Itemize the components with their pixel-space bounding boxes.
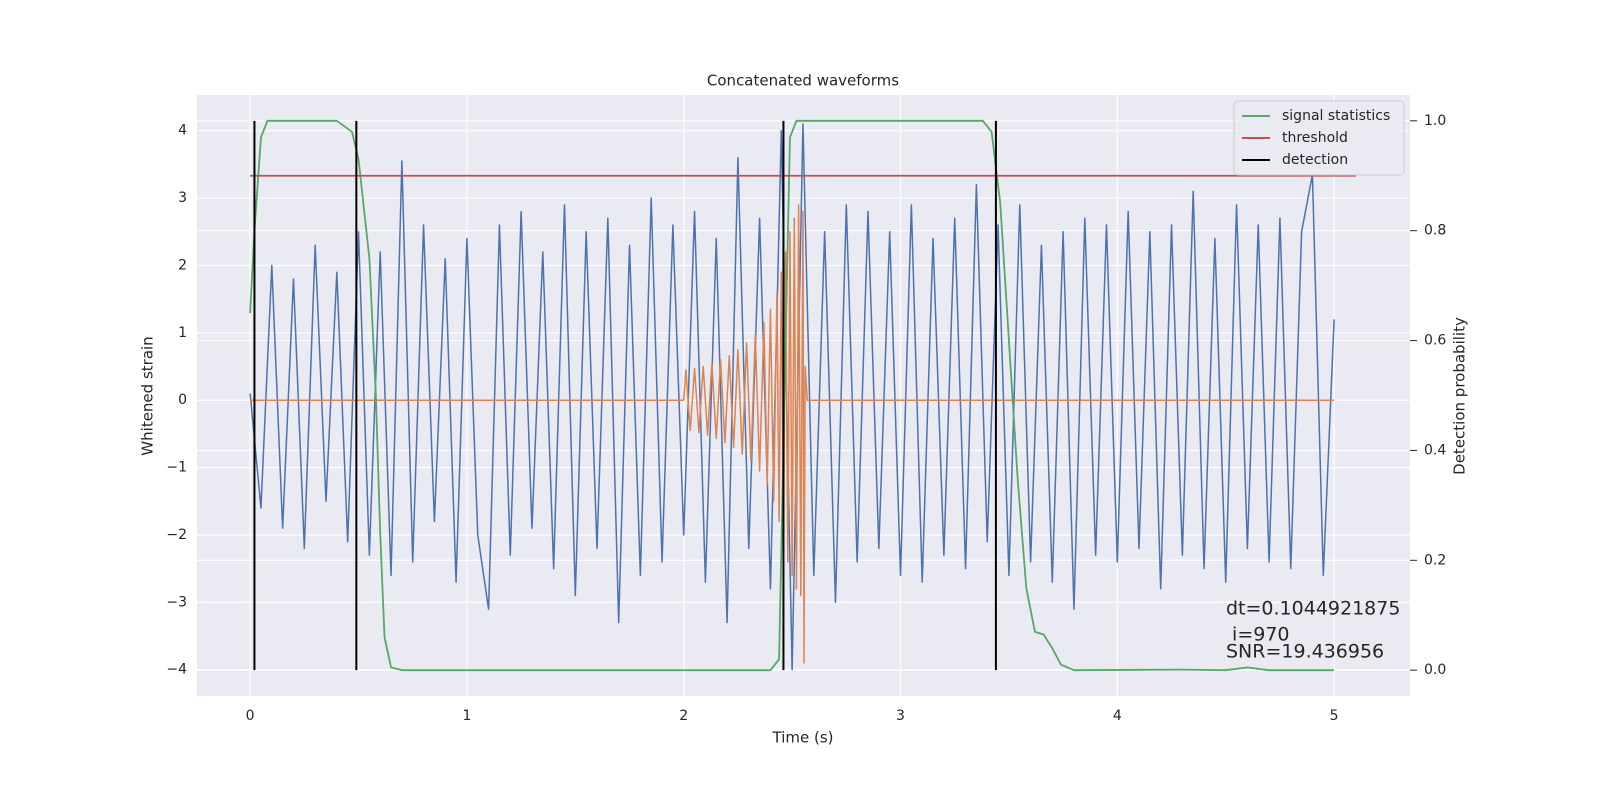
legend-label: signal statistics	[1282, 108, 1390, 124]
legend-label: detection	[1282, 152, 1348, 168]
series-line	[249, 119, 1335, 672]
y-tick-label: 1	[178, 325, 187, 341]
y-tick-label: 4	[178, 123, 187, 139]
y-axis-label: Whitened strain	[139, 336, 157, 455]
annotation: dt=0.1044921875	[1226, 598, 1400, 620]
y-tick-label: −1	[166, 460, 187, 476]
y2-tick-label: 0.6	[1424, 333, 1446, 349]
series-line	[249, 123, 1335, 671]
x-axis-label: Time (s)	[772, 729, 834, 747]
x-tick-label: 4	[1113, 708, 1122, 724]
x-tick-label: 5	[1330, 708, 1339, 724]
y-tick-label: −2	[166, 527, 187, 543]
y2-axis-label: Detection probability	[1451, 317, 1469, 475]
legend-box	[1233, 100, 1405, 176]
y2-tick-label: 1.0	[1424, 113, 1446, 129]
marks	[249, 119, 1356, 672]
y2-tick-label: 0.0	[1424, 662, 1446, 678]
y2-tick-label: 0.2	[1424, 552, 1446, 568]
y-tick-label: −3	[166, 594, 187, 610]
annotation: SNR=19.436956	[1226, 641, 1384, 663]
annotation: i=970	[1226, 624, 1290, 646]
series-line	[250, 204, 1335, 664]
y-tick-label: 2	[178, 257, 187, 273]
y-tick-label: −4	[166, 662, 187, 678]
x-tick-label: 0	[246, 708, 255, 724]
overlay: signal statistics threshold detection dt=0.…	[1226, 100, 1405, 663]
y-tick-label: 3	[178, 190, 187, 206]
chart-title: Concatenated waveforms	[707, 72, 899, 90]
x-tick-label: 3	[896, 708, 905, 724]
x-tick-label: 2	[679, 708, 688, 724]
y-tick-label: 0	[178, 392, 187, 408]
y2-tick-label: 0.8	[1424, 223, 1446, 239]
legend-label: threshold	[1282, 130, 1348, 146]
y2-tick-label: 0.4	[1424, 442, 1446, 458]
x-tick-label: 1	[462, 708, 471, 724]
